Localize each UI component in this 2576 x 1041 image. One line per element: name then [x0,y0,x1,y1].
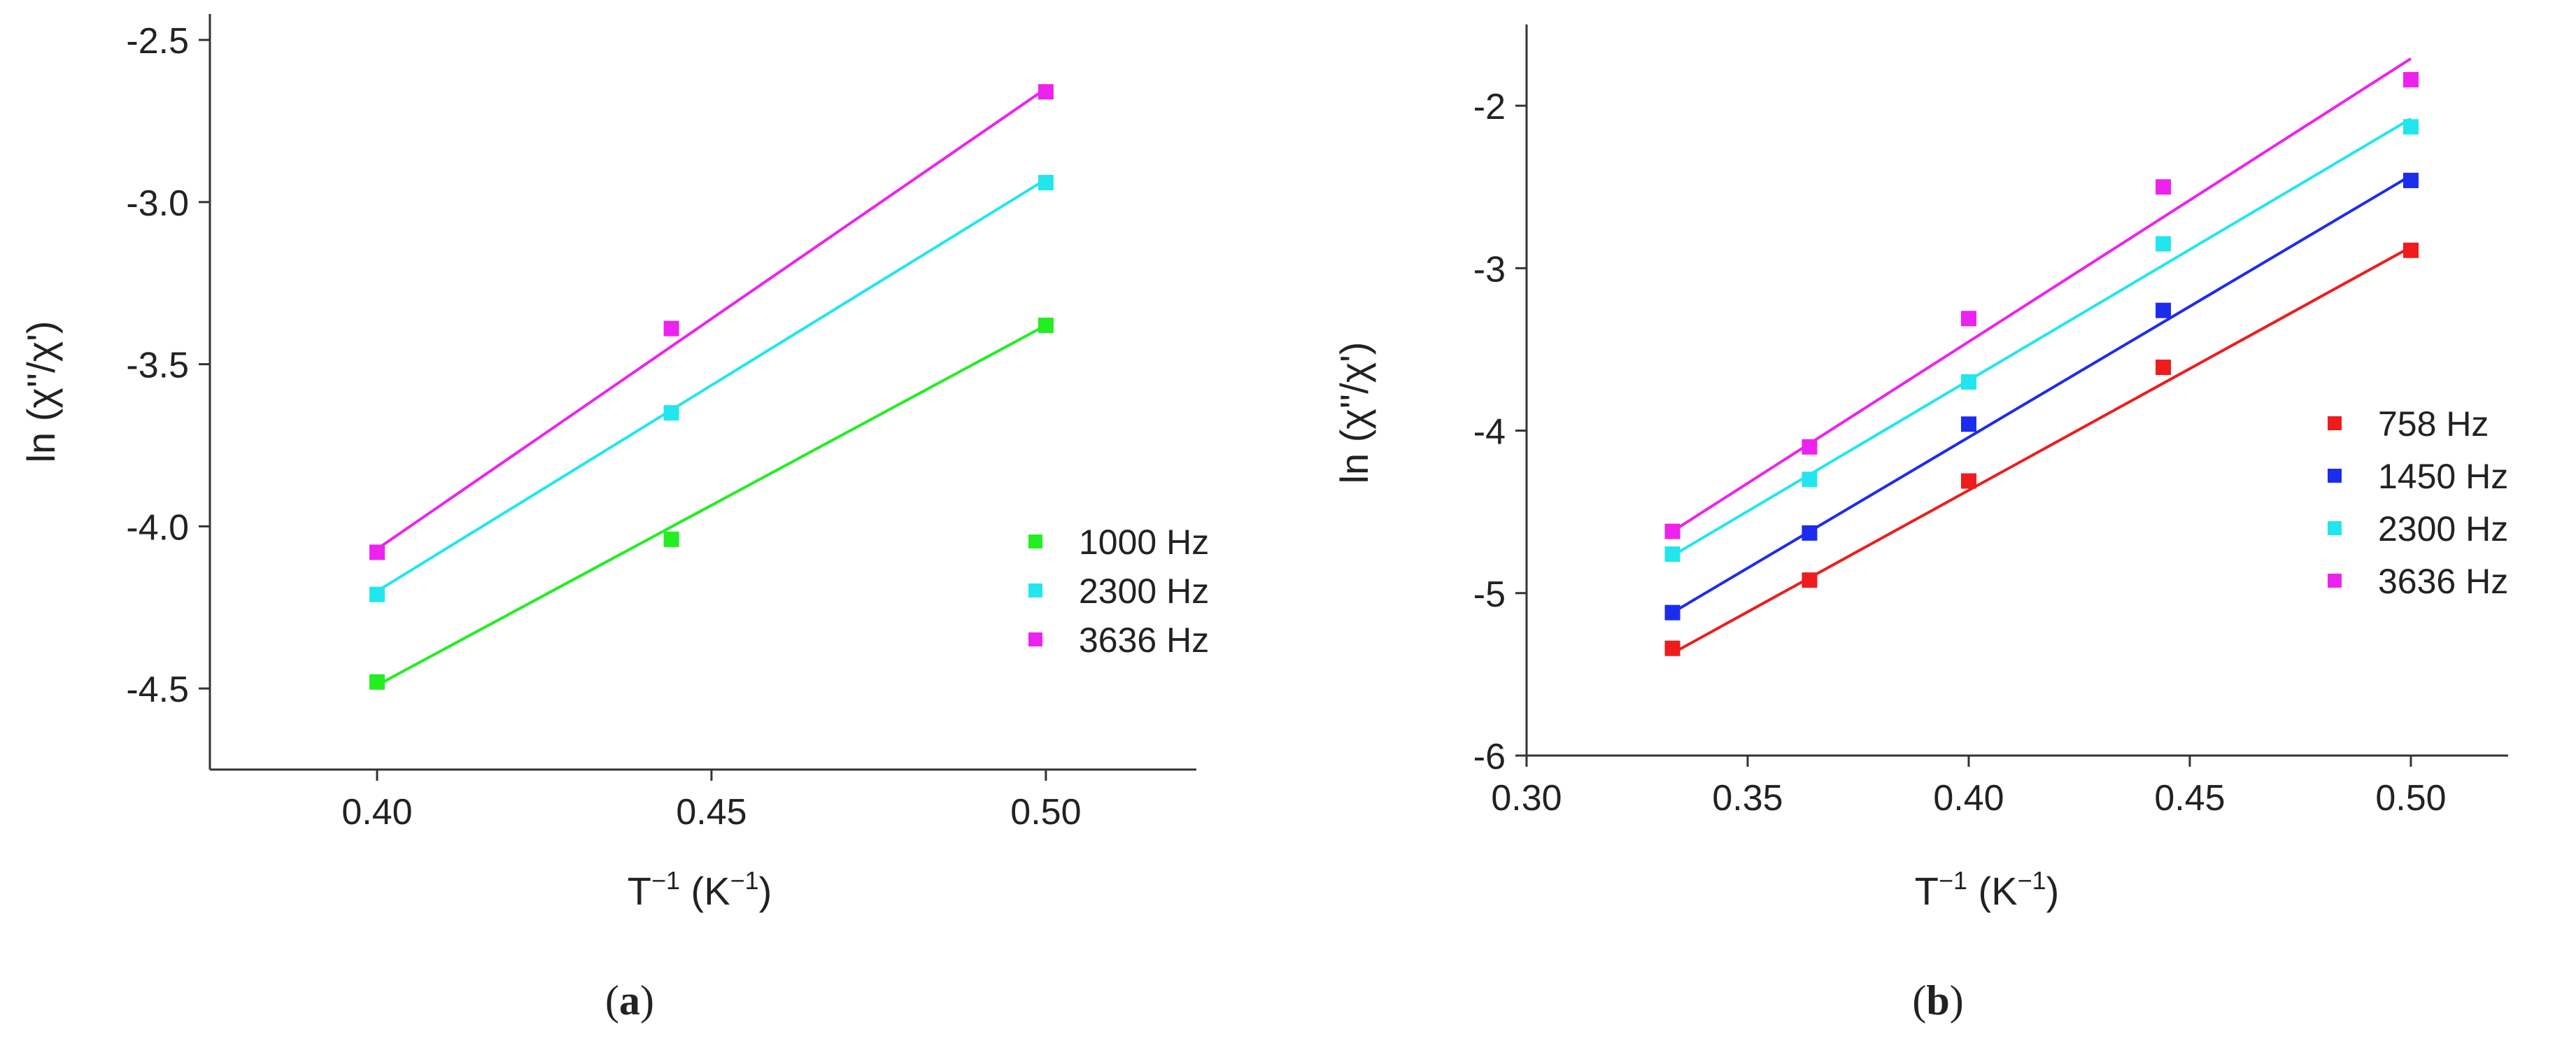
data-point-758-hz [2402,242,2419,258]
data-point-1450-hz [2402,172,2419,188]
panel-a-chart: -4.5 -4.0 -3.5 -3.0 -2.5 0.40 0.45 0.50 ln (χ''… [19,14,1209,1024]
data-point-3636-hz [369,544,385,560]
legend-label: 2300 Hz [2378,509,2508,548]
data-point-1000-hz [369,674,385,690]
x-tick-label: 0.50 [1010,792,1081,833]
y-tick-label: -3.0 [126,183,189,224]
data-point-758-hz [2156,359,2172,375]
x-tick-label: 0.45 [676,792,746,833]
legend-label: 758 Hz [2378,404,2489,444]
data-point-2300-hz [1802,472,1818,488]
data-point-1450-hz [1664,604,1680,621]
legend-marker [2328,469,2342,483]
x-tick-label: 0.45 [2154,778,2225,819]
panel-b-chart: -6 -5 -4 -3 -2 0.30 0.35 0.40 0.45 0.50 ln (χ''/χ… [1332,24,2508,1024]
panel-a-caption: (a) [605,977,654,1024]
y-tick-label: -5 [1473,574,1506,615]
data-point-2300-hz [2156,236,2172,252]
y-tick-label: -3.5 [126,346,189,386]
data-point-3636-hz [2156,179,2172,195]
data-point-3636-hz [2402,71,2419,87]
y-tick-label: -3 [1473,249,1506,290]
fit-line-1450-hz [1671,174,2412,614]
fit-line-3636-hz [1671,57,2412,533]
data-point-3636-hz [1960,311,1976,327]
data-point-1450-hz [1802,525,1818,541]
panel-b-caption: (b) [1912,977,1963,1024]
legend-marker [2328,521,2342,535]
y-tick-label: -6 [1473,737,1506,777]
data-point-2300-hz [1664,546,1680,562]
data-point-1000-hz [663,531,679,547]
legend-marker [2328,416,2342,430]
data-point-2300-hz [2402,119,2419,135]
legend-marker [1028,534,1042,548]
x-tick-label: 0.35 [1712,778,1783,819]
y-axis-label: ln (χ''/χ') [19,321,63,463]
fit-line-3636-hz [376,87,1047,551]
y-tick-label: -2 [1473,87,1506,127]
data-point-1000-hz [1038,317,1054,333]
x-tick-label: 0.30 [1491,778,1562,819]
data-point-758-hz [1802,572,1818,588]
y-tick-label: -4.5 [126,670,189,710]
data-point-2300-hz [369,586,385,602]
legend-label: 1450 Hz [2378,457,2508,496]
data-point-758-hz [1664,640,1680,656]
data-point-1450-hz [2156,302,2172,318]
legend-label: 3636 Hz [1079,621,1209,660]
legend-marker [2328,574,2342,588]
legend-label: 2300 Hz [1079,572,1209,611]
y-tick-label: -4.0 [126,507,189,548]
data-point-3636-hz [1802,439,1818,455]
fit-line-2300-hz [376,178,1047,593]
data-point-2300-hz [1960,374,1976,390]
data-point-2300-hz [663,405,679,421]
fit-line-2300-hz [1671,117,2412,558]
data-point-3636-hz [663,320,679,337]
data-point-3636-hz [1038,84,1054,100]
data-point-3636-hz [1664,523,1680,539]
x-tick-label: 0.40 [1933,778,2004,819]
fit-line-758-hz [1671,246,2412,655]
y-tick-label: -2.5 [126,21,189,62]
x-tick-label: 0.40 [341,792,412,833]
legend-label: 3636 Hz [2378,562,2508,601]
data-point-1450-hz [1960,416,1976,432]
y-tick-label: -4 [1473,412,1506,453]
x-axis-label: T−1 (K−1) [1915,866,2060,913]
fit-line-1000-hz [376,324,1047,687]
legend-marker [1028,632,1042,646]
data-point-2300-hz [1038,175,1054,191]
legend-marker [1028,583,1042,597]
data-point-758-hz [1960,473,1976,489]
x-axis-label: T−1 (K−1) [628,866,772,913]
x-tick-label: 0.50 [2375,778,2446,819]
legend-label: 1000 Hz [1079,523,1209,562]
y-axis-label: ln (χ''/χ') [1332,342,1376,484]
